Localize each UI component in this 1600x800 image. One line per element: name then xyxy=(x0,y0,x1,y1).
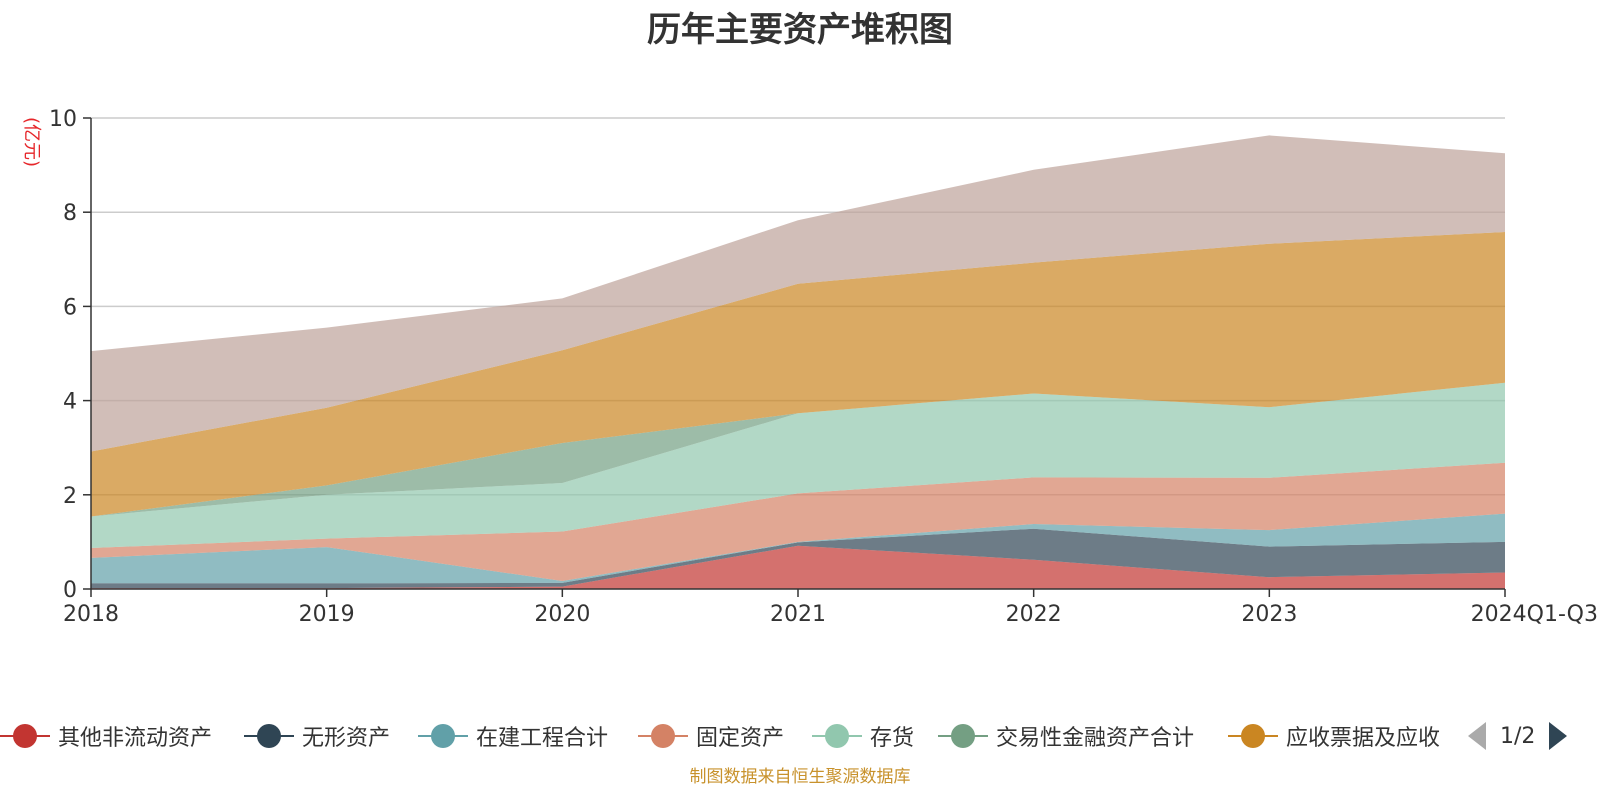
y-tick-label: 6 xyxy=(63,295,77,320)
legend-item[interactable]: 无形资产 xyxy=(244,716,390,756)
y-axis-unit-label: (亿元) xyxy=(21,117,42,167)
legend-label: 交易性金融资产合计 xyxy=(996,726,1195,751)
area-series xyxy=(91,135,1505,589)
x-tick-label: 2019 xyxy=(299,602,355,627)
x-tick-label: 2018 xyxy=(63,602,119,627)
legend-marker-icon xyxy=(0,721,50,751)
legend-label: 在建工程合计 xyxy=(476,726,609,751)
legend-marker-icon xyxy=(812,721,862,751)
x-tick-label: 2021 xyxy=(770,602,826,627)
legend-item[interactable]: 固定资产 xyxy=(638,716,784,756)
x-tick-label: 2022 xyxy=(1006,602,1062,627)
y-tick-label: 8 xyxy=(63,201,77,226)
legend-item[interactable]: 交易性金融资产合计 xyxy=(938,716,1194,756)
chart-title: 历年主要资产堆积图 xyxy=(647,10,953,50)
legend-marker-icon xyxy=(244,721,294,751)
legend-marker-icon xyxy=(638,721,688,751)
area-series-4[interactable] xyxy=(91,382,1505,548)
x-tick-label: 2023 xyxy=(1241,602,1297,627)
y-tick-label: 10 xyxy=(49,107,77,132)
legend-item[interactable]: 在建工程合计 xyxy=(418,716,608,756)
legend-marker-icon xyxy=(938,721,988,751)
legend-label: 存货 xyxy=(870,726,915,751)
tick-labels: 0 2 4 6 8 10 2018 2019 2020 2021 2022 2023 2024Q1-Q3 xyxy=(49,107,1598,627)
area-series-1[interactable] xyxy=(91,528,1505,589)
legend-marker-icon xyxy=(418,721,468,751)
stacked-area-chart: 0 2 4 6 8 10 2018 2019 2020 2021 2022 2023 2024Q1-Q3… xyxy=(21,107,1598,627)
legend-label: 固定资产 xyxy=(696,726,785,751)
x-tick-label: 2024Q1-Q3 xyxy=(1471,602,1598,627)
area-series-5[interactable] xyxy=(91,382,1505,517)
triangle-left-icon[interactable] xyxy=(1468,722,1486,750)
legend-marker-icon xyxy=(1228,721,1278,751)
legend-label: 无形资产 xyxy=(302,726,391,751)
area-series-7[interactable] xyxy=(91,135,1505,452)
x-tick-label: 2020 xyxy=(534,602,590,627)
legend-item[interactable]: 存货 xyxy=(812,716,914,756)
y-tick-label: 2 xyxy=(63,484,77,509)
area-series-0[interactable] xyxy=(91,545,1505,589)
area-series-3[interactable] xyxy=(91,462,1505,581)
legend-item[interactable]: 其他非流动资产 xyxy=(0,716,212,756)
axes xyxy=(83,117,1506,597)
y-tick-label: 4 xyxy=(63,390,77,415)
area-series-2[interactable] xyxy=(91,513,1505,584)
legend-label: 应收票据及应收 xyxy=(1286,726,1441,751)
area-series-6[interactable] xyxy=(91,232,1505,517)
legend-page-indicator: 1/2 xyxy=(1500,723,1536,749)
legend: 其他非流动资产 无形资产 在建工程合计 固定资产 存货 交易性金融资产合计 应收票据及应收 xyxy=(0,716,1600,756)
legend-pager: 1/2 xyxy=(1468,716,1568,756)
data-source-note: 制图数据来自恒生聚源数据库 xyxy=(689,767,911,787)
triangle-right-icon[interactable] xyxy=(1549,722,1568,750)
legend-item[interactable]: 应收票据及应收 xyxy=(1228,716,1440,756)
y-tick-label: 0 xyxy=(63,578,77,603)
legend-label: 其他非流动资产 xyxy=(58,726,213,751)
